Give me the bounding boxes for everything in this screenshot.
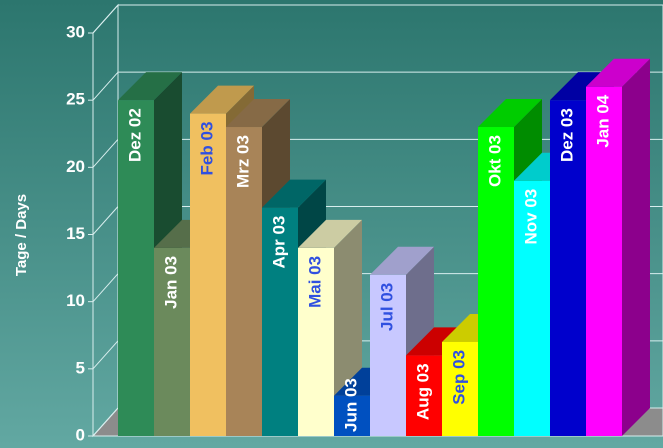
bar-label: Dez 03 [557,108,576,162]
y-tick-label: 20 [66,157,85,176]
bar-label: Mrz 03 [233,135,252,188]
bar [298,247,334,436]
bar-top [478,99,542,128]
bar-label: Jan 03 [161,256,180,309]
bar-label: Dez 02 [125,108,144,162]
grid-line [92,206,119,235]
bar-label: Aug 03 [413,363,432,420]
grid-line [92,71,119,101]
y-tick-label: 15 [66,224,85,243]
bar-label: Jan 04 [593,94,612,147]
bar-top [586,58,650,87]
bar [226,127,262,437]
grid-line [92,4,119,34]
bar [406,355,442,436]
y-axis-label: Tage / Days [13,194,30,276]
bar [334,395,370,436]
bar-label: Sep 03 [449,350,468,405]
grid-line [92,273,119,302]
bar-side [622,58,650,436]
y-tick-label: 10 [66,291,85,310]
bar [154,247,190,436]
bar [478,127,514,437]
bar-label: Feb 03 [197,122,216,176]
y-tick-label: 0 [76,425,85,444]
bar-top [262,179,326,208]
bar [514,180,550,436]
bar-label: Jun 03 [341,378,360,432]
bar-label: Nov 03 [521,189,540,245]
bar-label: Jul 03 [377,283,396,331]
bar [118,100,154,437]
bar-label: Mai 03 [305,256,324,308]
bar-top [370,246,434,275]
y-tick-label: 5 [76,358,85,377]
bar-top [298,219,362,248]
grid-line [92,407,119,437]
y-tick-label: 30 [66,22,85,41]
bar [190,113,226,436]
bar-label: Apr 03 [269,216,288,269]
bar [550,100,586,437]
bar [370,274,406,436]
grid-line [92,139,119,168]
bar-top [118,72,182,101]
grid-line [92,340,119,370]
bar-top [190,85,254,114]
bar [262,207,298,436]
bar [586,86,622,436]
bar-top [226,99,290,128]
y-tick-label: 25 [66,90,85,109]
bar-label: Okt 03 [485,135,504,187]
bar [442,341,478,436]
